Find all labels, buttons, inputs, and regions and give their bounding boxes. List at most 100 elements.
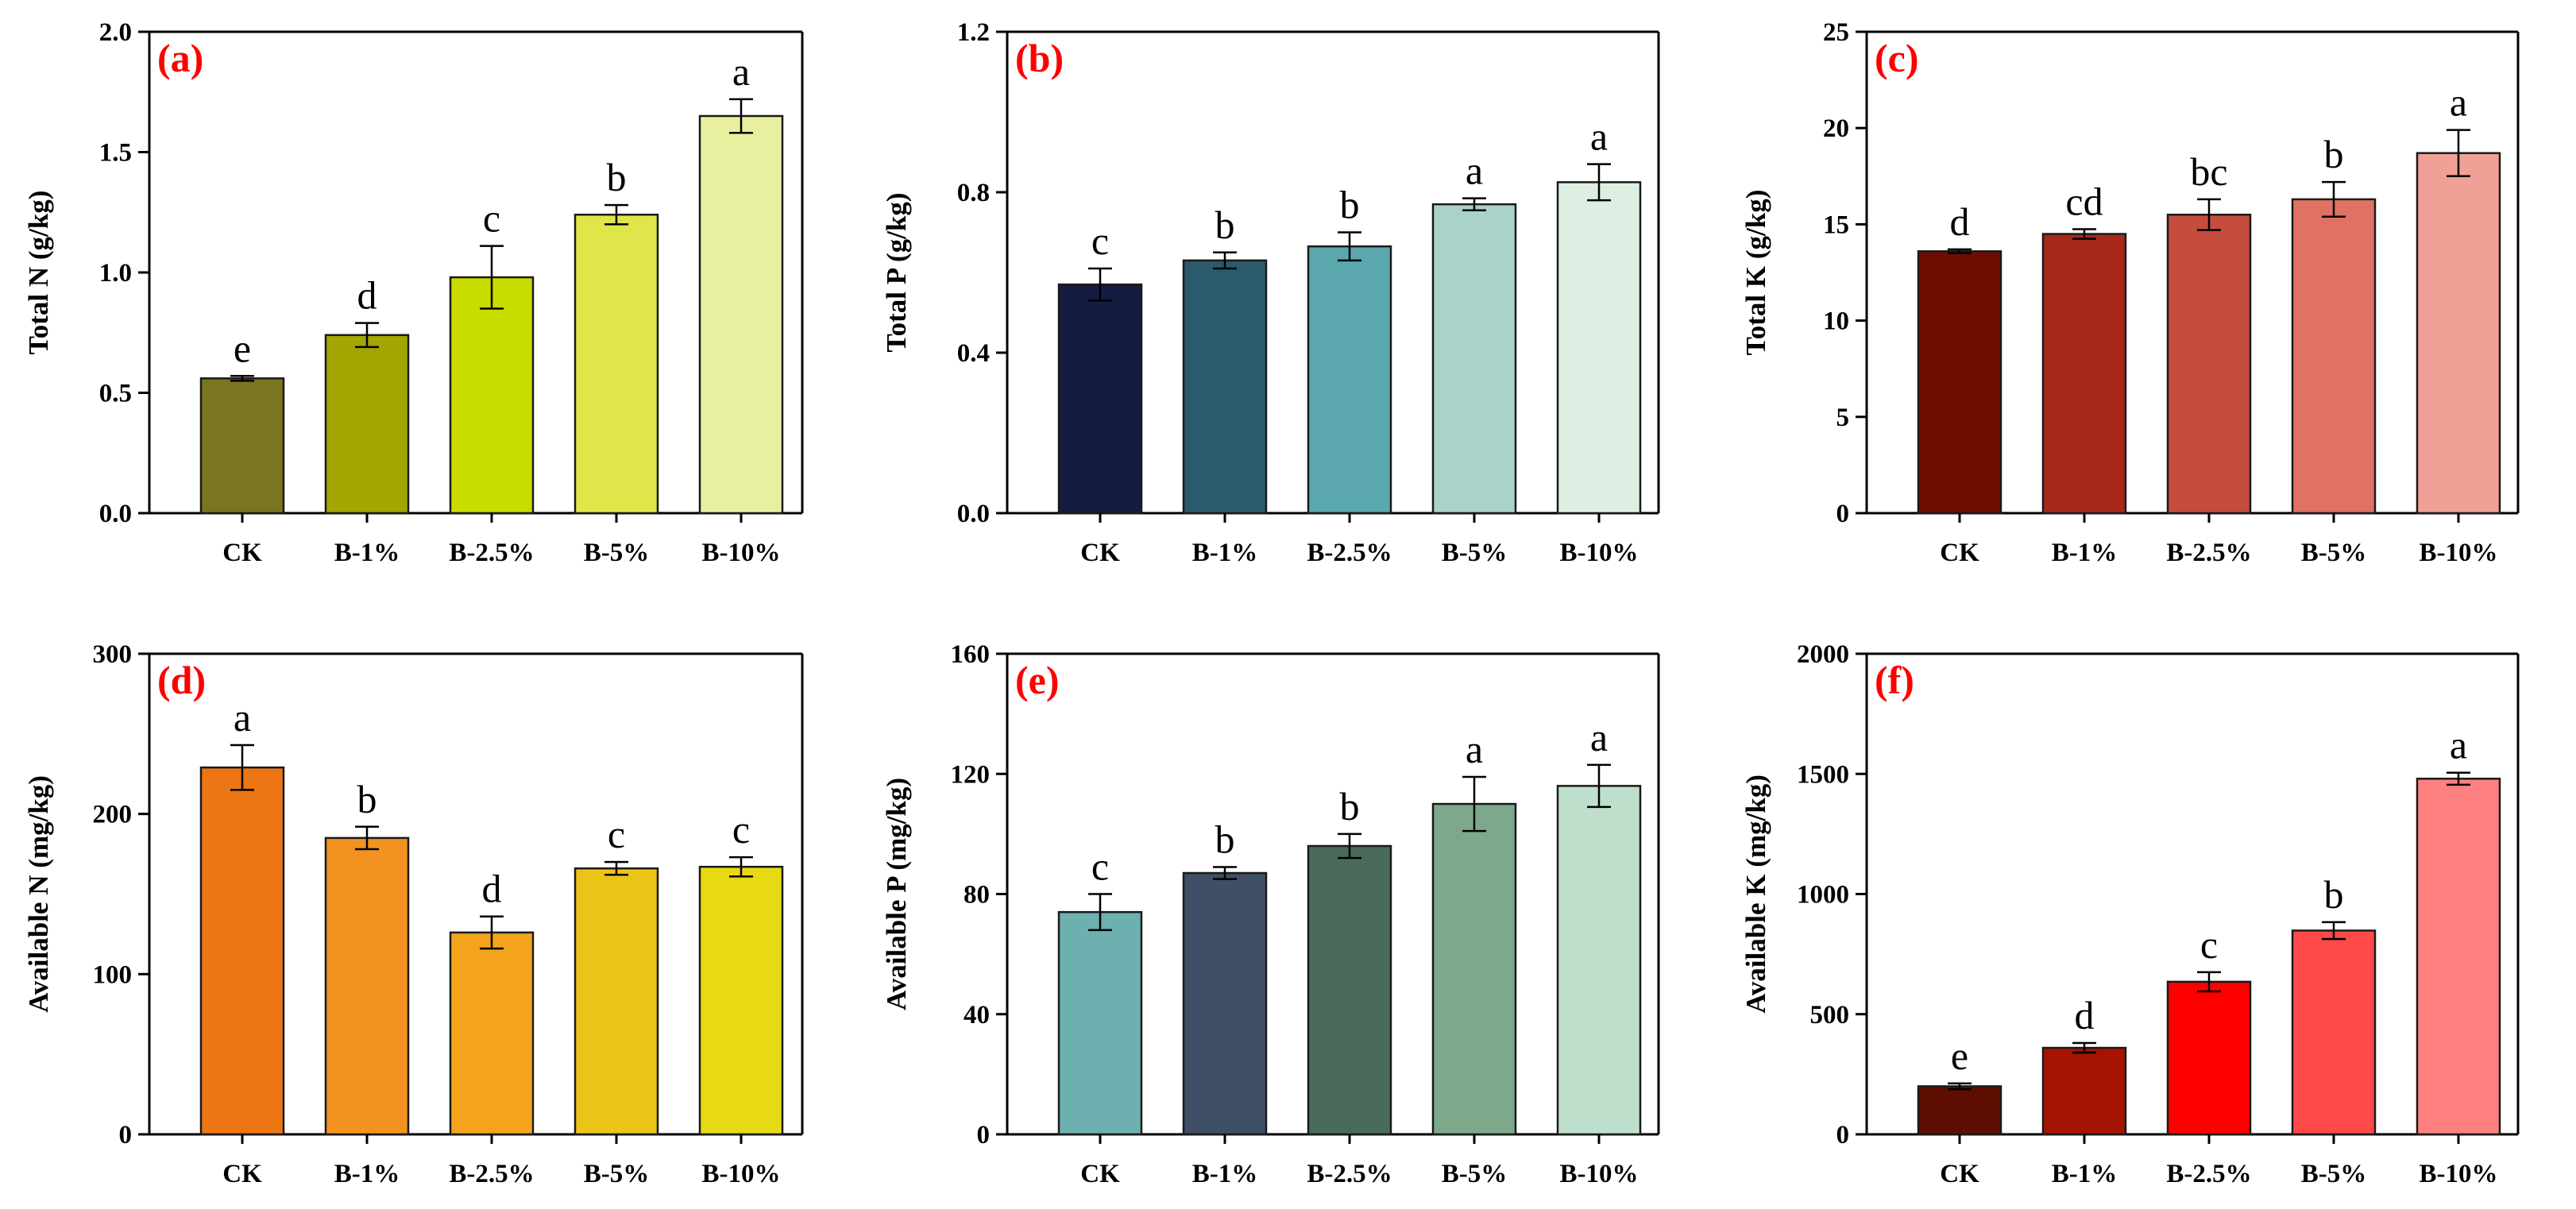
x-tick-label: B-2.5%	[1307, 1160, 1392, 1188]
y-tick-label: 0.0	[99, 500, 132, 528]
bar-CK	[1057, 283, 1143, 515]
bar-CK	[1917, 250, 2002, 515]
y-tick-label: 0	[1836, 1121, 1850, 1149]
bar-B-5%	[1431, 802, 1517, 1136]
y-axis-title: Total P (g/kg)	[881, 193, 912, 353]
y-tick-label: 10	[1823, 307, 1849, 336]
x-tick-label: B-2.5%	[449, 539, 534, 567]
y-tick-label: 1500	[1797, 760, 1849, 789]
x-tick-label: B-10%	[2420, 539, 2498, 567]
x-tick-label: CK	[1940, 1160, 1979, 1188]
significance-label: c	[1091, 218, 1109, 263]
x-tick-label: CK	[222, 539, 262, 567]
significance-label: c	[1091, 844, 1109, 889]
significance-label: b	[357, 777, 377, 821]
y-tick-label: 1.5	[99, 139, 132, 168]
y-tick-label: 0.8	[957, 179, 990, 207]
x-tick-label: B-10%	[702, 539, 781, 567]
bar-B-1%	[324, 836, 410, 1136]
y-tick-label: 40	[964, 1001, 990, 1029]
y-tick-label: 1.2	[957, 18, 990, 47]
y-tick-label: 2000	[1797, 640, 1849, 669]
y-tick-label: 120	[951, 760, 991, 789]
significance-label: d	[482, 867, 502, 911]
x-tick-label: B-1%	[1192, 539, 1258, 567]
significance-label: a	[1466, 149, 1483, 193]
y-tick-label: 200	[93, 801, 133, 829]
bar-B-5%	[574, 867, 659, 1136]
significance-label: b	[1215, 817, 1235, 861]
bar-B-5%	[574, 214, 659, 515]
significance-label: a	[1590, 114, 1608, 159]
significance-label: d	[1950, 199, 1970, 244]
x-tick-label: B-2.5%	[2166, 1160, 2251, 1188]
bar-CK	[1057, 910, 1143, 1136]
y-tick-label: 0	[977, 1121, 991, 1149]
y-tick-label: 100	[93, 960, 133, 989]
y-axis-title: Available N (mg/kg)	[23, 775, 54, 1013]
x-tick-label: CK	[1080, 1160, 1120, 1188]
bar-B-1%	[2041, 1046, 2127, 1136]
panel-label: (c)	[1875, 36, 1919, 80]
y-tick-label: 1.0	[99, 259, 132, 288]
x-tick-label: B-5%	[1442, 539, 1508, 567]
bar-B-10%	[2416, 152, 2501, 515]
significance-label: c	[732, 807, 750, 852]
y-axis-title: Total N (g/kg)	[23, 191, 54, 355]
chart-panel-1: 0.0 0.5 1.0 1.5 2.0 Total N (g/kg) (a) e CK d B-1%…	[23, 18, 804, 567]
chart-panel-4: 0 100 200 300 Available N (mg/kg) (d) a CK b B-1%…	[23, 640, 804, 1188]
significance-label: e	[1951, 1033, 1968, 1078]
significance-label: c	[483, 196, 500, 241]
significance-label: a	[2450, 723, 2467, 767]
bar-B-2.5%	[2166, 214, 2252, 515]
significance-label: bc	[2190, 149, 2227, 194]
x-tick-label: B-10%	[702, 1160, 781, 1188]
bar-B-1%	[324, 334, 410, 515]
y-tick-label: 0.5	[99, 380, 132, 408]
bar-B-1%	[1182, 871, 1268, 1136]
bar-B-10%	[698, 865, 784, 1136]
bar-B-10%	[2416, 778, 2501, 1136]
x-tick-label: B-2.5%	[2166, 539, 2251, 567]
bar-B-2.5%	[2166, 980, 2252, 1136]
panel-label: (a)	[157, 36, 203, 80]
bar-CK	[1917, 1085, 2002, 1136]
significance-label: b	[1340, 784, 1360, 829]
y-tick-label: 0.4	[957, 339, 990, 368]
significance-label: a	[1466, 727, 1483, 771]
bar-B-2.5%	[1307, 844, 1392, 1136]
x-tick-label: CK	[1080, 539, 1120, 567]
panel-label: (e)	[1015, 658, 1060, 702]
y-tick-label: 0	[119, 1121, 133, 1149]
x-tick-label: B-5%	[584, 539, 650, 567]
x-tick-label: B-1%	[1192, 1160, 1258, 1188]
significance-label: a	[732, 49, 750, 94]
x-tick-label: B-5%	[584, 1160, 650, 1188]
significance-label: a	[234, 695, 251, 740]
significance-label: a	[1590, 715, 1608, 759]
significance-label: b	[2324, 132, 2344, 176]
y-tick-label: 300	[93, 640, 133, 669]
y-tick-label: 1000	[1797, 881, 1849, 910]
y-tick-label: 80	[964, 881, 990, 910]
y-tick-label: 500	[1810, 1001, 1850, 1029]
bar-B-5%	[2291, 198, 2377, 515]
bar-B-2.5%	[449, 931, 535, 1136]
significance-label: b	[1340, 183, 1360, 227]
bar-CK	[199, 766, 285, 1136]
x-tick-label: CK	[1940, 539, 1979, 567]
bar-B-10%	[1556, 785, 1642, 1136]
bar-B-5%	[1431, 203, 1517, 515]
y-axis-title: Available K (mg/kg)	[1740, 774, 1771, 1014]
x-tick-label: CK	[222, 1160, 262, 1188]
x-tick-label: B-1%	[334, 539, 400, 567]
bar-B-10%	[698, 114, 784, 515]
y-tick-label: 15	[1823, 211, 1849, 239]
panel-label: (d)	[157, 658, 206, 702]
significance-label: a	[2450, 80, 2467, 125]
significance-label: e	[234, 326, 251, 370]
panel-label: (f)	[1875, 658, 1914, 702]
significance-label: d	[357, 273, 377, 318]
significance-label: c	[2200, 922, 2218, 967]
